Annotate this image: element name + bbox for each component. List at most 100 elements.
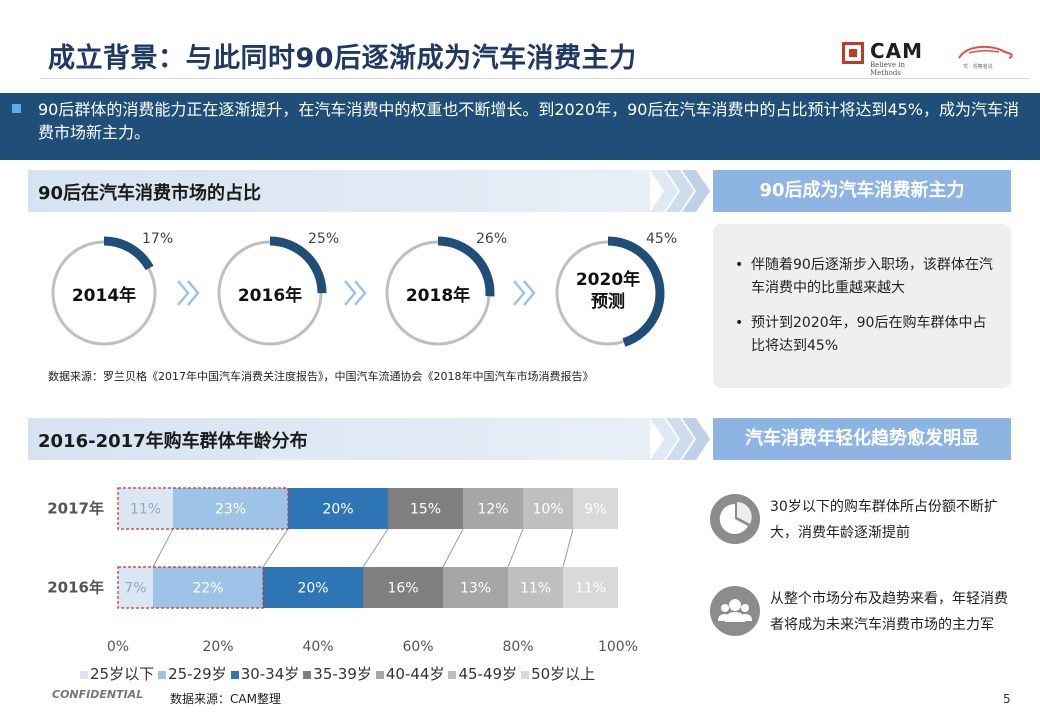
cam-logo: CAM Believe in Methods bbox=[842, 39, 937, 77]
donut-slice bbox=[47, 236, 161, 350]
x-tick-label: 100% bbox=[598, 639, 638, 655]
donut-chart bbox=[548, 233, 668, 353]
legend-label: 45-49岁 bbox=[458, 665, 518, 683]
bar-segment bbox=[118, 567, 153, 608]
connector-line bbox=[562, 528, 574, 568]
legend-item: 25岁以下 bbox=[80, 663, 154, 684]
highlight-box bbox=[117, 566, 264, 609]
car-logo: 驾 · 观察者说 bbox=[955, 40, 1015, 70]
donut-value-label: 17% bbox=[142, 231, 174, 247]
legend-item: 30-34岁 bbox=[230, 663, 300, 684]
x-tick-label: 40% bbox=[302, 639, 333, 655]
bar-value-label: 15% bbox=[410, 502, 441, 518]
legend-item: 25-29岁 bbox=[158, 663, 227, 684]
source-note-share: 数据来源：罗兰贝格《2017年中国汽车消费关注度报告》，中国汽车流通协会《201… bbox=[48, 370, 594, 383]
legend-swatch bbox=[230, 670, 239, 679]
bar-value-label: 20% bbox=[297, 581, 328, 597]
donut-chart bbox=[210, 233, 330, 353]
chart-legend: 25岁以下 25-29岁 30-34岁 35-39岁 40-44岁 45-49岁 50岁以上 bbox=[80, 663, 599, 684]
donut-value-label: 26% bbox=[476, 231, 508, 247]
connector-line bbox=[262, 528, 289, 568]
double-chevron-icon bbox=[177, 280, 200, 306]
legend-swatch bbox=[303, 670, 312, 679]
legend-label: 40-44岁 bbox=[385, 665, 445, 683]
feature-text: 从整个市场分布及趋势来看，年轻消费者将成为未来汽车消费市场的主力军 bbox=[770, 591, 1008, 633]
info-box-new-force: 伴随着90后逐渐步入职场，该群体在汽车消费中的比重越来越大 预计到2020年，9… bbox=[713, 224, 1011, 388]
legend-label: 25岁以下 bbox=[90, 665, 155, 683]
legend-item: 40-44岁 bbox=[375, 663, 445, 684]
connector-line bbox=[362, 528, 389, 568]
bar-segment bbox=[463, 488, 523, 529]
legend-label: 50岁以上 bbox=[531, 665, 596, 683]
title-divider bbox=[40, 78, 1030, 79]
donut-year-line: 2020年 bbox=[575, 270, 641, 290]
donut-slice bbox=[551, 236, 665, 350]
feature-young-consumers: 从整个市场分布及趋势来看，年轻消费者将成为未来汽车消费市场的主力军 bbox=[710, 586, 1010, 666]
bar-segment bbox=[263, 567, 363, 608]
section-title-age: 2016-2017年购车群体年龄分布 bbox=[38, 431, 308, 452]
source-note-age: 数据来源：CAM整理 bbox=[170, 692, 281, 706]
bar-segment bbox=[388, 488, 463, 529]
bar-segment bbox=[563, 567, 618, 608]
summary-text: 90后群体的消费能力正在逐渐提升，在汽车消费中的权重也不断增长。到2020年，9… bbox=[38, 100, 1020, 142]
bar-value-label: 12% bbox=[477, 502, 508, 518]
legend-label: 30-34岁 bbox=[240, 665, 300, 683]
connector-line bbox=[152, 528, 174, 568]
row-label: 2016年 bbox=[47, 579, 104, 597]
people-group-icon bbox=[710, 586, 760, 636]
legend-label: 25-29岁 bbox=[168, 665, 227, 683]
section-header-age: 2016-2017年购车群体年龄分布 bbox=[28, 418, 650, 460]
car-logo-tagline: 驾 · 观察者说 bbox=[963, 64, 993, 70]
bar-value-label: 23% bbox=[215, 502, 246, 518]
donut-year-line: 预测 bbox=[591, 292, 625, 312]
donut-year-label: 2018年 bbox=[405, 286, 471, 306]
section-title-share: 90后在汽车消费市场的占比 bbox=[38, 183, 262, 204]
bar-segment bbox=[443, 567, 508, 608]
bar-value-label: 11% bbox=[520, 581, 551, 597]
bar-value-label: 11% bbox=[130, 502, 161, 518]
bar-segment bbox=[118, 488, 173, 529]
donut-slice bbox=[213, 236, 327, 350]
info-bullet: 伴随着90后逐渐步入职场，该群体在汽车消费中的比重越来越大 bbox=[735, 254, 993, 300]
bar-value-label: 16% bbox=[387, 581, 418, 597]
legend-swatch bbox=[375, 670, 384, 679]
donut-year-label: 2014年 bbox=[71, 286, 137, 306]
bar-value-label: 10% bbox=[532, 502, 563, 518]
section-header-share: 90后在汽车消费市场的占比 bbox=[28, 170, 650, 212]
bar-segment bbox=[363, 567, 443, 608]
connector-line bbox=[507, 528, 524, 568]
cam-logo-mark bbox=[842, 42, 864, 64]
bar-segment bbox=[508, 567, 563, 608]
legend-item: 35-39岁 bbox=[303, 663, 372, 684]
legend-swatch bbox=[158, 670, 167, 679]
feature-share-growth: 30岁以下的购车群体所占份额不断扩大，消费年龄逐渐提前 bbox=[710, 494, 1010, 554]
car-outline-icon bbox=[958, 45, 1013, 59]
square-bullet-icon bbox=[12, 104, 21, 113]
legend-swatch bbox=[521, 670, 530, 679]
x-tick-label: 60% bbox=[402, 639, 433, 655]
x-tick-label: 20% bbox=[202, 639, 233, 655]
bar-segment bbox=[523, 488, 573, 529]
double-chevron-icon bbox=[513, 280, 536, 306]
donut-value-label: 25% bbox=[308, 231, 340, 247]
bar-value-label: 20% bbox=[322, 502, 353, 518]
bar-value-label: 7% bbox=[124, 581, 146, 597]
double-chevron-icon bbox=[344, 280, 367, 306]
cam-logo-text: CAM bbox=[870, 39, 924, 63]
bar-segment bbox=[153, 567, 263, 608]
bar-value-label: 13% bbox=[460, 581, 491, 597]
section-heading-younger-trend: 汽车消费年轻化趋势愈发明显 bbox=[713, 418, 1011, 460]
page-title: 成立背景：与此同时90后逐渐成为汽车消费主力 bbox=[48, 43, 637, 74]
row-label: 2017年 bbox=[47, 500, 104, 518]
summary-banner: 90后群体的消费能力正在逐渐提升，在汽车消费中的权重也不断增长。到2020年，9… bbox=[0, 93, 1040, 160]
chevron-arrows-icon bbox=[650, 418, 710, 460]
legend-swatch bbox=[80, 670, 88, 679]
donut-year-label: 2016年 bbox=[237, 286, 303, 306]
page-number: 5 bbox=[1003, 692, 1011, 706]
highlight-box bbox=[117, 487, 289, 530]
donut-year-label: 2020年 预测 bbox=[548, 269, 668, 313]
legend-item: 50岁以上 bbox=[521, 663, 595, 684]
bar-value-label: 22% bbox=[192, 581, 223, 597]
pie-chart-icon bbox=[710, 494, 760, 544]
info-bullet: 预计到2020年，90后在购车群体中占比将达到45% bbox=[735, 312, 993, 358]
